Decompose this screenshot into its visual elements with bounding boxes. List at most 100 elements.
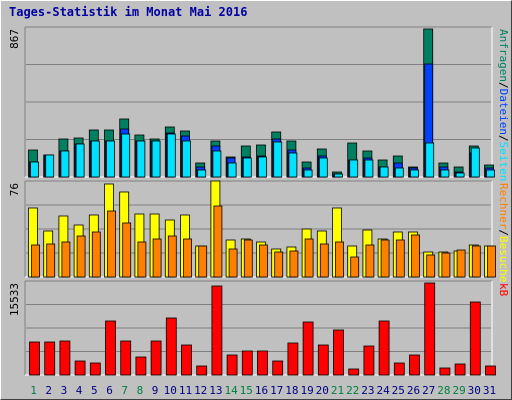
bar-rechner-19 xyxy=(304,238,314,278)
bar-kb-2 xyxy=(44,341,56,376)
x-label-day-21: 21 xyxy=(331,384,344,397)
bottom-max-label: 15533 xyxy=(8,283,21,316)
x-label-day-10: 10 xyxy=(164,384,177,397)
x-label-day-13: 13 xyxy=(209,384,222,397)
bar-seiten-30 xyxy=(470,147,480,178)
bar-rechner-4 xyxy=(76,235,86,278)
bar-seiten-29 xyxy=(455,172,465,178)
bar-seiten-17 xyxy=(273,141,283,178)
bar-rechner-24 xyxy=(380,239,390,278)
x-label-day-24: 24 xyxy=(376,384,390,397)
x-label-day-8: 8 xyxy=(137,384,144,397)
middle-series-label: Rechner/Besuche xyxy=(497,183,510,282)
x-label-day-30: 30 xyxy=(468,384,481,397)
x-label-day-19: 19 xyxy=(300,384,313,397)
bar-kb-22 xyxy=(348,368,360,376)
bar-seiten-7 xyxy=(121,133,131,178)
bar-seiten-16 xyxy=(258,156,267,178)
top-series-label-part: Seiten xyxy=(497,142,510,182)
top-series-label-part: / xyxy=(497,82,510,89)
x-label-day-27: 27 xyxy=(422,384,435,397)
bar-rechner-28 xyxy=(441,252,451,278)
bar-kb-26 xyxy=(409,354,420,376)
x-label-day-4: 4 xyxy=(76,384,83,397)
bar-kb-4 xyxy=(74,360,86,376)
chart-title: Tages-Statistik im Monat Mai 2016 xyxy=(9,5,248,19)
bar-kb-24 xyxy=(378,320,390,376)
bar-kb-12 xyxy=(196,365,208,376)
bar-kb-11 xyxy=(181,344,192,376)
bar-kb-7 xyxy=(120,340,132,376)
x-label-day-16: 16 xyxy=(255,384,268,397)
bar-kb-30 xyxy=(469,301,481,376)
bar-kb-29 xyxy=(454,363,466,376)
bar-kb-6 xyxy=(105,320,116,376)
bar-seiten-27 xyxy=(425,142,435,178)
bar-kb-10 xyxy=(165,317,177,376)
bar-seiten-6 xyxy=(106,140,115,178)
middle-series-label-part: Besuche xyxy=(497,236,510,282)
bar-seiten-19 xyxy=(303,169,313,178)
bar-rechner-14 xyxy=(228,248,238,278)
bar-rechner-22 xyxy=(350,256,360,278)
bar-kb-19 xyxy=(302,321,314,376)
bar-seiten-20 xyxy=(318,157,328,178)
bar-rechner-23 xyxy=(365,244,375,278)
bar-kb-28 xyxy=(439,367,451,376)
bottom-series-label: kB xyxy=(497,283,510,297)
bar-kb-13 xyxy=(211,285,223,376)
bar-seiten-18 xyxy=(288,152,298,178)
bar-seiten-28 xyxy=(440,169,450,178)
bar-rechner-31 xyxy=(487,245,496,278)
bar-rechner-1 xyxy=(31,244,40,278)
bar-seiten-8 xyxy=(136,140,146,178)
bar-seiten-4 xyxy=(75,143,85,178)
middle-series-label-part: / xyxy=(497,229,510,236)
bar-rechner-25 xyxy=(395,239,405,278)
x-label-day-5: 5 xyxy=(91,384,98,397)
bar-kb-23 xyxy=(363,345,375,376)
bar-kb-15 xyxy=(241,350,253,376)
bottom-series-label-part: kB xyxy=(497,283,510,297)
bar-seiten-11 xyxy=(182,140,191,178)
bar-rechner-7 xyxy=(122,222,132,278)
bar-rechner-18 xyxy=(289,250,299,278)
x-label-day-14: 14 xyxy=(224,384,238,397)
bar-rechner-27 xyxy=(426,254,436,278)
x-label-day-22: 22 xyxy=(346,384,359,397)
x-label-day-20: 20 xyxy=(316,384,329,397)
bar-kb-16 xyxy=(257,350,268,376)
x-label-day-26: 26 xyxy=(407,384,420,397)
bar-seiten-21 xyxy=(334,173,343,178)
bar-kb-20 xyxy=(317,344,329,376)
bar-rechner-20 xyxy=(319,243,329,278)
bar-rechner-10 xyxy=(167,235,177,278)
bar-rechner-29 xyxy=(456,249,466,278)
x-label-day-17: 17 xyxy=(270,384,283,397)
bar-seiten-14 xyxy=(227,162,237,178)
top-max-label: 867 xyxy=(8,29,21,49)
bar-kb-18 xyxy=(287,342,299,376)
bar-seiten-3 xyxy=(60,150,70,178)
bar-rechner-13 xyxy=(213,205,223,278)
bar-kb-17 xyxy=(272,360,284,376)
bar-seiten-9 xyxy=(151,140,161,178)
bar-seiten-31 xyxy=(486,169,495,178)
bar-kb-27 xyxy=(424,282,436,376)
bar-rechner-6 xyxy=(107,210,116,278)
x-label-day-2: 2 xyxy=(45,384,52,397)
middle-max-label: 76 xyxy=(8,183,21,196)
x-label-day-11: 11 xyxy=(179,384,192,397)
x-label-day-28: 28 xyxy=(437,384,450,397)
x-label-day-23: 23 xyxy=(361,384,374,397)
middle-series-label-part: Rechner xyxy=(497,183,510,230)
bar-kb-3 xyxy=(59,340,71,376)
bar-seiten-25 xyxy=(394,167,404,178)
bar-seiten-13 xyxy=(212,150,222,178)
bar-seiten-12 xyxy=(197,169,207,178)
bar-kb-5 xyxy=(89,362,101,376)
x-label-day-9: 9 xyxy=(152,384,159,397)
top-series-label-part: / xyxy=(497,135,510,142)
x-label-day-3: 3 xyxy=(61,384,68,397)
